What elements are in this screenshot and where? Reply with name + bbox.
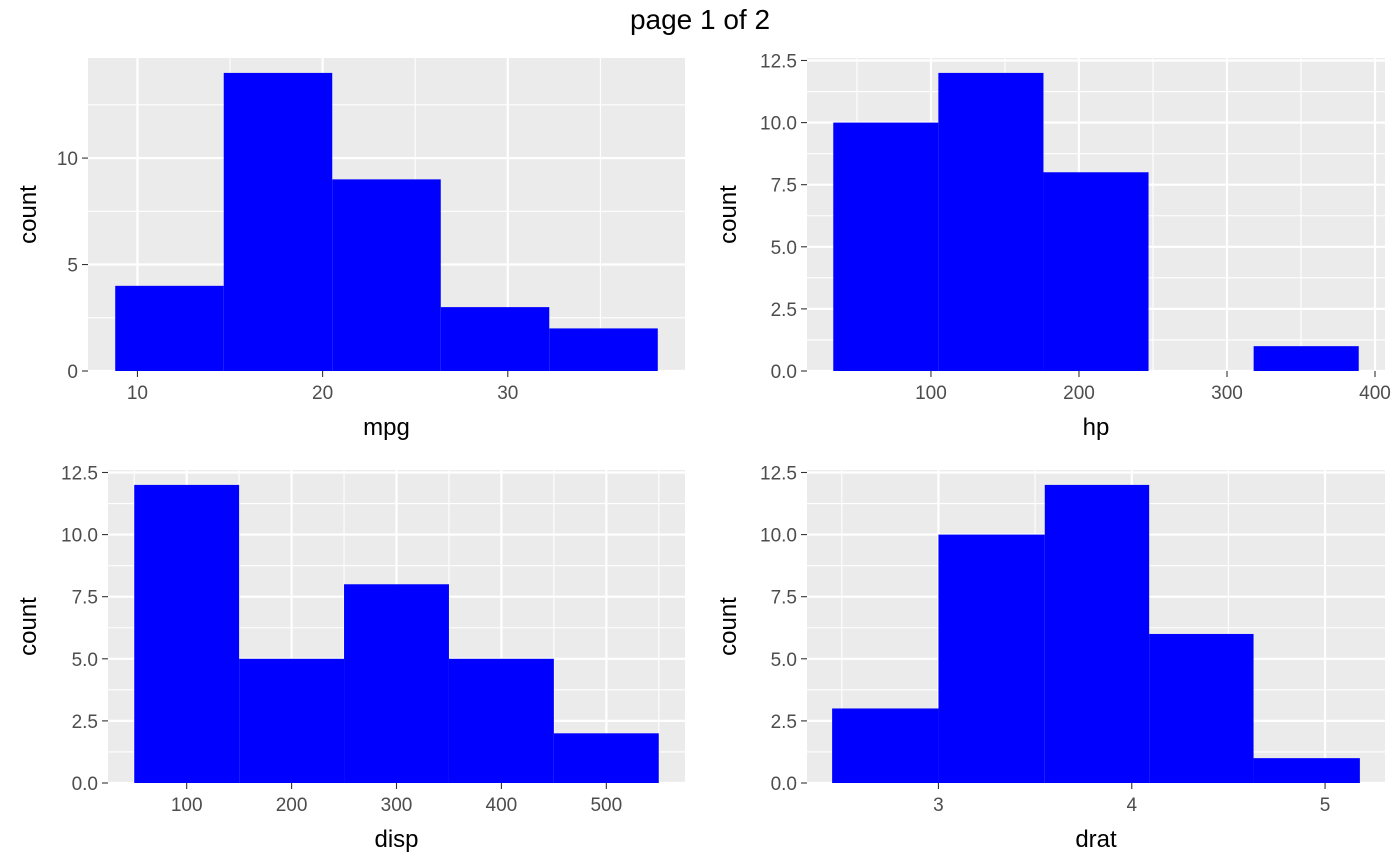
y-tick-label: 7.5: [771, 176, 797, 197]
histogram-bar: [832, 708, 939, 783]
panel-mpg: 10 20 30 0 5 10 mpg count: [15, 58, 685, 441]
x-axis-title: mpg: [363, 414, 410, 441]
y-tick-label: 0.0: [72, 774, 98, 795]
y-tick-label: 2.5: [771, 300, 797, 321]
histogram-bar: [223, 72, 333, 372]
y-tick-label: 0.0: [771, 774, 797, 795]
y-tick-label: 2.5: [72, 712, 98, 733]
histogram-bar: [1044, 484, 1150, 783]
y-axis-title: count: [715, 185, 742, 244]
page-title: page 1 of 2: [629, 4, 771, 35]
y-tick-label: 5.0: [771, 650, 797, 671]
histogram-bar: [938, 72, 1044, 372]
y-tick-label: 5: [67, 256, 78, 277]
x-axis-title: drat: [1075, 826, 1117, 853]
panel-hp: 100 200 300 400 0.0 2.5 5.0 7.5 10.0 12.5 hp count: [715, 51, 1391, 441]
y-tick-label: 12.5: [760, 51, 797, 72]
histogram-bar: [239, 658, 345, 783]
x-axis-title: hp: [1083, 414, 1110, 441]
y-tick-label: 7.5: [72, 588, 98, 609]
panel-drat: 3 4 5 0.0 2.5 5.0 7.5 10.0 12.5 drat count: [715, 463, 1385, 853]
y-tick-label: 5.0: [771, 238, 797, 259]
histogram-bar: [1253, 758, 1360, 783]
y-tick-label: 5.0: [72, 650, 98, 671]
histogram-bar: [833, 122, 939, 371]
x-tick-label: 100: [171, 795, 203, 816]
histogram-bar: [134, 484, 240, 783]
y-axis-title: count: [715, 597, 742, 656]
histogram-bar: [115, 285, 224, 371]
x-tick-label: 3: [933, 795, 944, 816]
histogram-bar: [553, 733, 659, 783]
x-tick-label: 400: [1359, 383, 1391, 404]
y-tick-label: 0.0: [771, 362, 797, 383]
y-tick-label: 0: [67, 362, 78, 383]
y-axis-title: count: [15, 185, 42, 244]
histogram-bar: [344, 584, 449, 783]
histogram-bar: [440, 307, 550, 371]
histogram-bar: [448, 658, 554, 783]
x-tick-label: 300: [381, 795, 413, 816]
histogram-bar: [1043, 172, 1149, 371]
y-tick-label: 10.0: [760, 526, 797, 547]
y-tick-label: 12.5: [760, 463, 797, 484]
y-tick-label: 10.0: [760, 114, 797, 135]
x-tick-label: 5: [1320, 795, 1331, 816]
histogram-bar: [549, 328, 658, 371]
x-tick-label: 100: [915, 383, 947, 404]
y-tick-label: 2.5: [771, 712, 797, 733]
y-tick-label: 10: [57, 149, 78, 170]
x-tick-label: 200: [276, 795, 308, 816]
x-tick-label: 200: [1063, 383, 1095, 404]
histogram-bar: [938, 534, 1045, 783]
y-axis-title: count: [15, 597, 42, 656]
x-axis-title: disp: [374, 826, 418, 853]
histogram-bar: [1149, 633, 1254, 783]
y-tick-label: 7.5: [771, 588, 797, 609]
x-tick-label: 4: [1126, 795, 1137, 816]
histogram-bar: [332, 179, 441, 371]
y-tick-label: 10.0: [61, 526, 98, 547]
panel-disp: 100 200 300 400 500 0.0 2.5 5.0 7.5 10.0 12.5 disp c…: [15, 463, 685, 853]
x-tick-label: 10: [127, 383, 148, 404]
x-tick-label: 500: [590, 795, 622, 816]
x-tick-label: 20: [312, 383, 333, 404]
histogram-bar: [1253, 346, 1359, 371]
x-tick-label: 30: [497, 383, 518, 404]
x-tick-label: 300: [1211, 383, 1243, 404]
x-tick-label: 400: [486, 795, 518, 816]
y-tick-label: 12.5: [61, 463, 98, 484]
